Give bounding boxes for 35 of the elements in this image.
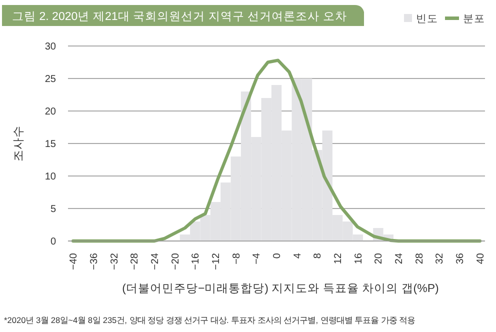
- x-tick-label: 8: [312, 252, 324, 259]
- x-tick-label: −24: [150, 252, 161, 270]
- chart-title: 그림 2. 2020년 제21대 국회의원선거 지역구 선거여론조사 오차: [12, 11, 347, 23]
- y-tick-label: 30: [44, 42, 56, 52]
- legend-label: 분포: [463, 13, 485, 25]
- x-tick-label: 28: [414, 252, 426, 264]
- text: *2020년 3월 28일~4월 8일 235건, 양대 정당 경쟁 선거구 대상. 투표자 조사의 선거구별, 연령대별 투표율 가중 적용: [4, 315, 416, 325]
- x-tick-label: −16: [190, 252, 202, 270]
- x-tick-label: 32: [434, 252, 446, 264]
- x-tick-label: −32: [109, 252, 120, 270]
- x-tick-label: 16: [353, 252, 364, 264]
- x-tick-label: 12: [333, 252, 344, 264]
- y-tick-label: 15: [44, 139, 56, 150]
- x-tick-label: −20: [170, 252, 182, 270]
- x-tick-label: −36: [88, 252, 100, 270]
- x-tick-label: −8: [231, 252, 242, 264]
- x-tick-label: 36: [455, 252, 466, 264]
- y-axis-title: 조사수: [13, 126, 25, 162]
- x-tick-label: 0: [272, 252, 283, 259]
- x-axis-title: (더불어민주당−미래통합당) 지지도와 득표율 차이의 갭(%P): [122, 283, 440, 295]
- y-tick-label: 0: [50, 236, 56, 248]
- y-tick-label: 10: [44, 172, 56, 182]
- y-tick-label: 25: [44, 74, 56, 85]
- x-tick-label: −40: [68, 252, 80, 270]
- x-tick-label: −12: [210, 252, 222, 270]
- legend-label: 빈도: [416, 13, 438, 25]
- line-series: [71, 58, 482, 243]
- x-tick-label: 40: [475, 252, 486, 264]
- x-tick-label: 4: [292, 252, 304, 259]
- x-tick-label: 20: [374, 252, 385, 264]
- y-tick-label: 5: [50, 204, 56, 215]
- x-tick-label: 24: [394, 252, 406, 264]
- x-tick-label: −28: [130, 252, 141, 270]
- x-tick-label: −4: [252, 252, 263, 264]
- y-tick-label: 20: [44, 106, 56, 118]
